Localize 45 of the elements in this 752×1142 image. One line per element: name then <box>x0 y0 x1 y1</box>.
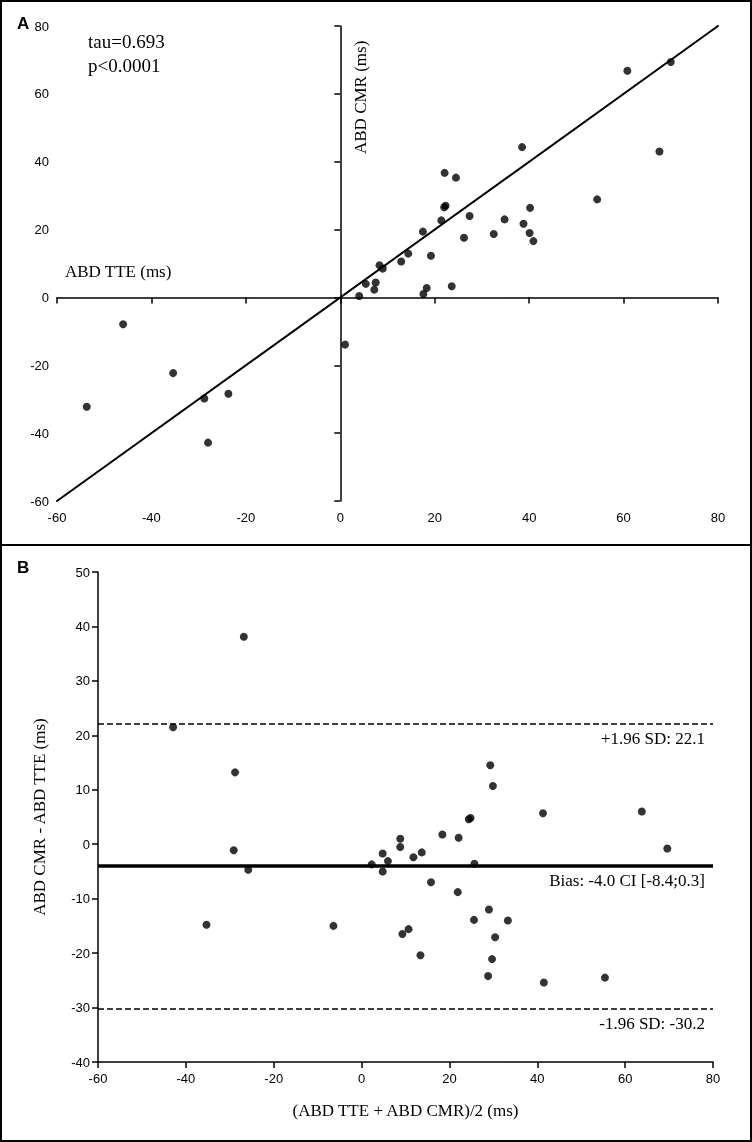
x-axis-title: ABD TTE (ms) <box>65 262 172 282</box>
x-tick-label: 80 <box>705 1071 721 1086</box>
ref-line-label: +1.96 SD: 22.1 <box>600 728 705 748</box>
y-tick-label: 0 <box>41 289 49 305</box>
y-tick-label: 50 <box>75 564 90 580</box>
y-tick-label: 30 <box>75 673 90 689</box>
x-tick-label: 40 <box>530 1071 545 1086</box>
y-tick-label: -10 <box>71 891 90 907</box>
x-tick-label: 40 <box>521 510 537 525</box>
x-tick-label: -20 <box>236 510 256 525</box>
chart-title: A <box>17 14 30 33</box>
y-tick-label: -20 <box>71 945 90 961</box>
y-tick-label: -30 <box>71 1000 90 1016</box>
x-tick-label: -40 <box>176 1071 196 1086</box>
y-tick-label: 40 <box>34 154 49 170</box>
x-tick-label: -40 <box>142 510 161 525</box>
y-tick-label: 20 <box>34 222 49 238</box>
y-tick-label: 60 <box>34 86 49 102</box>
y-tick-label: 20 <box>75 727 90 743</box>
y-tick-label: 0 <box>82 836 90 852</box>
y-axis-title: ABD CMR - ABD TTE (ms) <box>30 718 49 916</box>
y-tick-label: -60 <box>30 493 49 509</box>
x-tick-label: -60 <box>47 510 67 525</box>
x-tick-label: 0 <box>357 1071 366 1086</box>
y-axis-title: ABD CMR (ms) <box>350 40 370 154</box>
x-tick-label: 0 <box>336 510 344 525</box>
y-tick-label: 10 <box>75 782 90 798</box>
ref-line-label: Bias: -4.0 CI [-8.4;0.3] <box>549 871 705 890</box>
annotation: p<0.0001 <box>88 55 161 76</box>
y-tick-label: -40 <box>30 425 49 441</box>
y-tick-label: -20 <box>30 357 49 373</box>
y-tick-label: 40 <box>75 618 90 634</box>
y-tick-label: -40 <box>71 1054 90 1070</box>
x-tick-label: 60 <box>617 1071 633 1086</box>
x-tick-label: -60 <box>88 1071 108 1086</box>
x-axis-title: (ABD TTE + ABD CMR)/2 (ms) <box>292 1101 519 1120</box>
x-tick-label: 80 <box>710 510 726 525</box>
ref-line-label: -1.96 SD: -30.2 <box>599 1013 705 1033</box>
x-tick-label: 20 <box>427 510 442 525</box>
x-tick-label: 20 <box>442 1071 457 1086</box>
y-tick-label: 80 <box>34 18 49 34</box>
x-tick-label: -20 <box>264 1071 284 1086</box>
annotation: tau=0.693 <box>88 31 165 52</box>
chart-title: B <box>17 558 30 577</box>
x-tick-label: 60 <box>616 510 631 525</box>
